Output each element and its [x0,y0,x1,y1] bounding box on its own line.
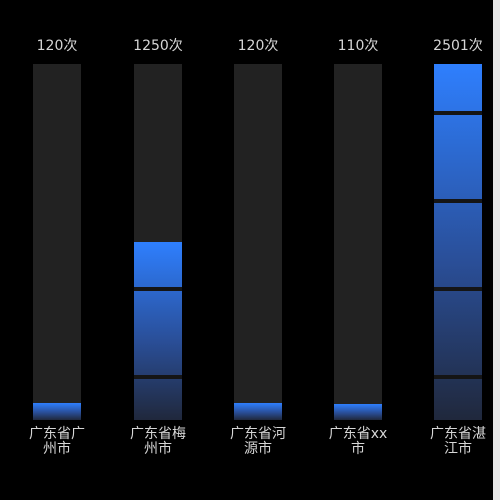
category-label: 广东省xx市 [328,426,388,457]
bar-value-label: 120次 [36,38,78,54]
bar-segment-separator [434,111,482,115]
bar-value-label: 120次 [237,38,279,54]
bar-segment-separator [134,287,182,291]
bar-segment-separator [434,375,482,379]
category-label: 广东省河源市 [230,426,286,457]
bar-column: 120次广东省广州市 [27,0,87,500]
bar-segment-separator [434,199,482,203]
bar [434,64,482,420]
bar-column: 110次广东省xx市 [328,0,388,500]
category-label: 广东省广州市 [29,426,85,457]
bar-column: 1250次广东省梅州市 [128,0,188,500]
bar-segment-separator [134,375,182,379]
window-edge [493,0,500,500]
category-label: 广东省湛江市 [430,426,486,457]
bar-column: 2501次广东省湛江市 [428,0,488,500]
bar-track [33,64,81,420]
category-label: 广东省梅州市 [130,426,186,457]
bar-column: 120次广东省河源市 [228,0,288,500]
bar-track [234,64,282,420]
bar-value-label: 2501次 [433,38,483,54]
bar-segment-separator [434,287,482,291]
bar-value-label: 1250次 [133,38,183,54]
bar [234,403,282,420]
bar [33,403,81,420]
bar [334,404,382,420]
bar [134,242,182,420]
bar-track [334,64,382,420]
bar-track [434,64,482,420]
bar-track [134,64,182,420]
bar-value-label: 110次 [337,38,379,54]
